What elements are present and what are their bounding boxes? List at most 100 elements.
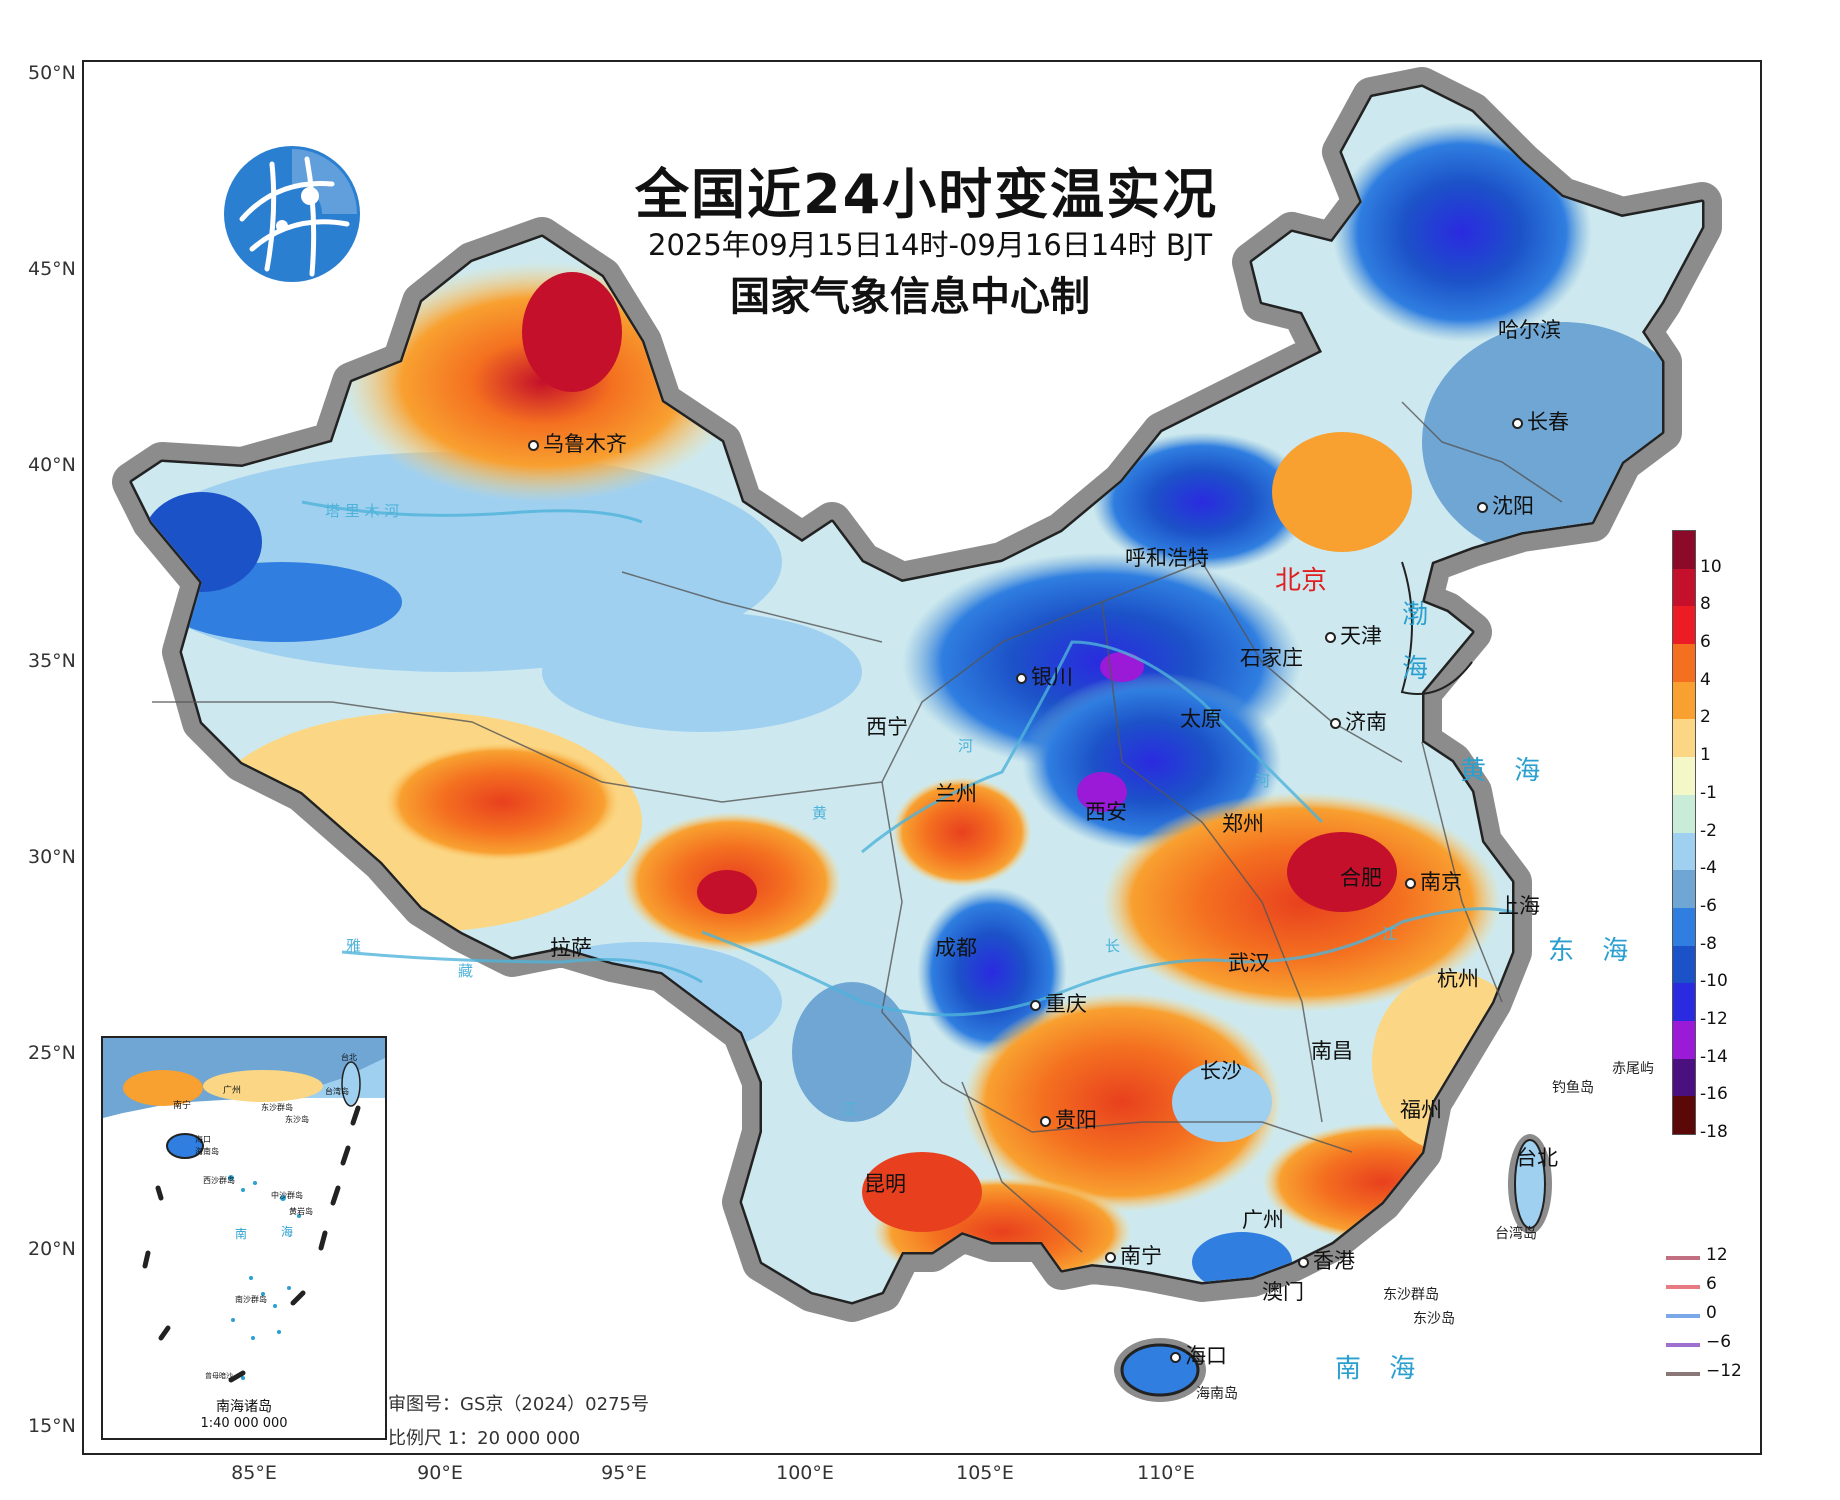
sea-label: 东 海 bbox=[1548, 936, 1639, 966]
inset-sea-label: 海 bbox=[281, 1224, 293, 1239]
river-label: 雅 bbox=[346, 937, 362, 955]
south-china-sea-inset: 南宁 广州 海口 海南岛 台北 台湾岛 东沙群岛 东沙岛 西沙群岛 中沙群岛 黄… bbox=[101, 1036, 387, 1440]
lat-label: 50°N bbox=[28, 62, 76, 84]
legend-value: -6 bbox=[1700, 895, 1717, 916]
map-subtitle: 2025年09月15日14时-09月16日14时 BJT bbox=[648, 228, 1213, 262]
lat-label: 25°N bbox=[28, 1042, 76, 1064]
producer-label: 国家气象信息中心制 bbox=[730, 274, 1090, 320]
approval-number: 审图号：GS京（2024）0275号 bbox=[388, 1394, 649, 1415]
city-label: 西宁 bbox=[866, 715, 908, 739]
city-label: 香港 bbox=[1298, 1245, 1355, 1275]
city-label: 石家庄 bbox=[1240, 646, 1303, 670]
cma-logo-icon bbox=[224, 146, 360, 282]
lat-label: 40°N bbox=[28, 454, 76, 476]
island-label: 海南岛 bbox=[1196, 1386, 1238, 1402]
river-label: 江 bbox=[1382, 925, 1398, 943]
contour-line-swatch bbox=[1666, 1343, 1700, 1347]
legend-value: -8 bbox=[1700, 933, 1717, 954]
legend-value: 10 bbox=[1700, 556, 1722, 577]
legend-value: -10 bbox=[1700, 971, 1728, 992]
city-label: 哈尔滨 bbox=[1498, 318, 1561, 342]
city-label: 南京 bbox=[1405, 866, 1462, 896]
city-label: 重庆 bbox=[1030, 988, 1087, 1018]
city-label: 福州 bbox=[1400, 1098, 1442, 1122]
legend-swatch bbox=[1673, 568, 1695, 607]
legend-swatch bbox=[1673, 832, 1695, 871]
city-label: 拉萨 bbox=[550, 936, 592, 960]
city-label: 武汉 bbox=[1228, 951, 1270, 975]
inset-label: 海南岛 bbox=[195, 1146, 219, 1156]
city-label: 澳门 bbox=[1262, 1280, 1304, 1304]
lon-label: 110°E bbox=[1137, 1462, 1195, 1484]
inset-map: 南宁 广州 海口 海南岛 台北 台湾岛 东沙群岛 东沙岛 西沙群岛 中沙群岛 黄… bbox=[103, 1038, 385, 1383]
city-label: 银川 bbox=[1016, 661, 1073, 691]
inset-sea-label: 南 bbox=[235, 1226, 247, 1241]
city-label: 海口 bbox=[1170, 1340, 1227, 1370]
river-label: 江 bbox=[842, 1100, 858, 1118]
river-label: 河 bbox=[958, 737, 974, 755]
legend-swatch bbox=[1673, 794, 1695, 833]
lon-label: 100°E bbox=[776, 1462, 834, 1484]
legend-swatch bbox=[1673, 644, 1695, 682]
inset-label: 中沙群岛 bbox=[271, 1190, 303, 1200]
sea-label: 南 海 bbox=[1335, 1354, 1426, 1384]
lon-label: 95°E bbox=[601, 1462, 647, 1484]
legend-value: -12 bbox=[1700, 1008, 1728, 1029]
legend-value: -16 bbox=[1700, 1084, 1728, 1105]
inset-label: 南宁 bbox=[173, 1099, 191, 1111]
contour-line-value: 6 bbox=[1706, 1274, 1717, 1294]
inset-label: 西沙群岛 bbox=[203, 1175, 235, 1185]
city-label: 沈阳 bbox=[1477, 490, 1534, 520]
city-label: 乌鲁木齐 bbox=[528, 428, 627, 458]
city-label: 南宁 bbox=[1105, 1240, 1162, 1270]
lon-label: 90°E bbox=[417, 1462, 463, 1484]
city-label: 天津 bbox=[1325, 620, 1382, 650]
legend-value: -4 bbox=[1700, 858, 1717, 879]
island-label: 赤尾屿 bbox=[1612, 1061, 1654, 1077]
sea-label: 海 bbox=[1402, 654, 1439, 684]
city-label: 台北 bbox=[1516, 1146, 1558, 1170]
inset-label: 台湾岛 bbox=[325, 1086, 349, 1096]
lat-label: 35°N bbox=[28, 650, 76, 672]
inset-label: 曾母暗沙 bbox=[205, 1371, 233, 1380]
contour-line-value: 12 bbox=[1706, 1245, 1728, 1265]
contour-line-swatch bbox=[1666, 1285, 1700, 1289]
lon-label: 105°E bbox=[956, 1462, 1014, 1484]
city-label: 济南 bbox=[1330, 706, 1387, 736]
legend-swatch bbox=[1673, 531, 1695, 569]
legend-swatch bbox=[1673, 757, 1695, 795]
city-label: 西安 bbox=[1085, 800, 1127, 824]
legend-swatch bbox=[1673, 870, 1695, 908]
temperature-change-legend-bar bbox=[1672, 530, 1696, 1135]
contour-line-value: −12 bbox=[1706, 1361, 1742, 1381]
inset-label: 海口 bbox=[195, 1134, 211, 1144]
legend-value: 8 bbox=[1700, 594, 1711, 615]
map-title: 全国近24小时变温实况 bbox=[635, 163, 1219, 226]
river-label: 塔 里 木 河 bbox=[325, 502, 400, 520]
island-label: 钓鱼岛 bbox=[1552, 1080, 1594, 1096]
inset-label: 南沙群岛 bbox=[235, 1294, 267, 1304]
city-label: 杭州 bbox=[1437, 967, 1479, 991]
legend-value: 4 bbox=[1700, 669, 1711, 690]
river-label: 河 bbox=[1255, 772, 1271, 790]
inset-title: 南海诸岛 bbox=[216, 1399, 272, 1415]
inset-label: 东沙群岛 bbox=[261, 1102, 293, 1112]
city-label: 贵阳 bbox=[1040, 1104, 1097, 1134]
city-label: 广州 bbox=[1242, 1208, 1284, 1232]
city-label: 太原 bbox=[1180, 707, 1222, 731]
river-label: 黄 bbox=[812, 804, 828, 822]
city-label: 上海 bbox=[1498, 894, 1540, 918]
legend-value: -1 bbox=[1700, 782, 1717, 803]
city-label: 昆明 bbox=[864, 1172, 906, 1196]
inset-label: 黄岩岛 bbox=[289, 1206, 313, 1216]
map-frame bbox=[82, 60, 1762, 1455]
legend-value: -14 bbox=[1700, 1046, 1728, 1067]
contour-line-value: −6 bbox=[1706, 1332, 1732, 1352]
legend-value: -18 bbox=[1700, 1122, 1728, 1142]
island-label: 台湾岛 bbox=[1495, 1226, 1537, 1242]
legend-swatch bbox=[1673, 983, 1695, 1021]
legend-swatch bbox=[1673, 945, 1695, 984]
lat-label: 15°N bbox=[28, 1415, 76, 1437]
city-label: 长沙 bbox=[1200, 1059, 1242, 1083]
sea-label: 黄 海 bbox=[1460, 756, 1551, 786]
